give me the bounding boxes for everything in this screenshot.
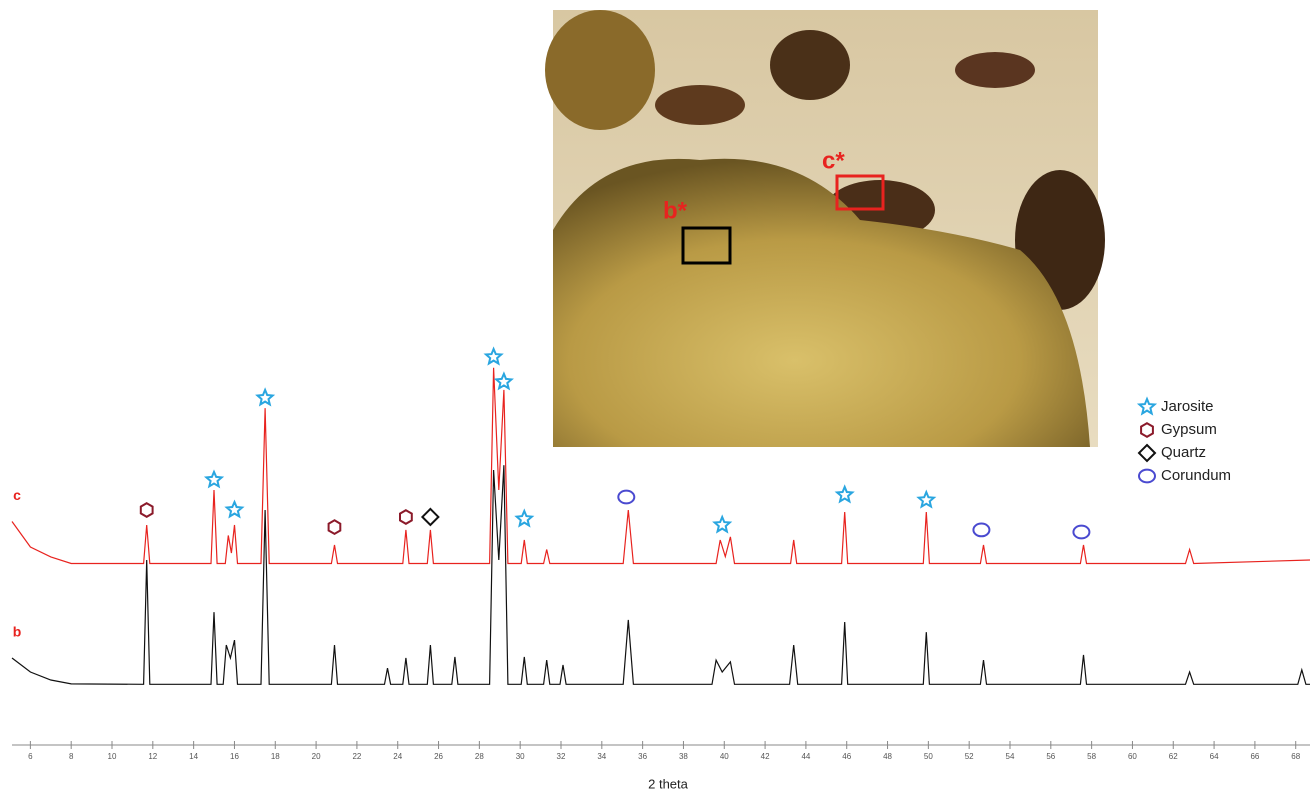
x-tick-label: 58 — [1087, 752, 1096, 761]
x-tick-label: 66 — [1250, 752, 1259, 761]
x-tick-label: 48 — [883, 752, 892, 761]
x-tick-label: 54 — [1006, 752, 1015, 761]
rock — [955, 52, 1035, 88]
phase-marker — [141, 503, 153, 517]
legend-label: Jarosite — [1161, 398, 1214, 415]
x-tick-label: 30 — [516, 752, 525, 761]
photo: b* c* — [545, 10, 1105, 447]
phase-marker — [517, 511, 532, 526]
series-line — [12, 465, 1310, 684]
photo-label: b* — [663, 197, 688, 224]
x-tick-label: 38 — [679, 752, 688, 761]
x-tick-label: 26 — [434, 752, 443, 761]
x-tick-label: 60 — [1128, 752, 1137, 761]
legend-label: Gypsum — [1161, 421, 1217, 438]
x-tick-label: 8 — [69, 752, 74, 761]
legend-label: Corundum — [1161, 467, 1231, 484]
x-tick-label: 62 — [1169, 752, 1178, 761]
x-tick-label: 44 — [801, 752, 810, 761]
page: b* c* 2 theta 68101214161820222426283032… — [0, 0, 1314, 792]
chart: b* c* 2 theta 68101214161820222426283032… — [0, 0, 1314, 792]
x-axis-label: 2 theta — [648, 776, 689, 791]
legend-symbol — [1139, 445, 1155, 461]
phase-marker — [1073, 526, 1089, 539]
x-tick-label: 36 — [638, 752, 647, 761]
x-tick-label: 24 — [393, 752, 402, 761]
x-tick-label: 10 — [108, 752, 117, 761]
legend-symbol — [1141, 423, 1153, 437]
phase-marker — [715, 517, 730, 532]
rock — [545, 10, 655, 130]
x-tick-label: 34 — [597, 752, 606, 761]
x-tick-label: 42 — [761, 752, 770, 761]
x-tick-label: 12 — [148, 752, 157, 761]
x-tick-label: 18 — [271, 752, 280, 761]
x-tick-label: 46 — [842, 752, 851, 761]
phase-marker — [329, 520, 341, 534]
x-tick-label: 40 — [720, 752, 729, 761]
x-tick-label: 16 — [230, 752, 239, 761]
phase-marker — [496, 374, 511, 389]
x-tick-label: 20 — [312, 752, 321, 761]
x-tick-label: 28 — [475, 752, 484, 761]
photo-label: c* — [822, 147, 845, 174]
x-tick-label: 22 — [352, 752, 361, 761]
phase-marker — [227, 502, 242, 516]
rock — [655, 85, 745, 125]
x-tick-label: 52 — [965, 752, 974, 761]
series-label: c — [13, 487, 21, 503]
legend-label: Quartz — [1161, 444, 1206, 461]
phase-marker — [618, 491, 634, 504]
phase-marker — [486, 349, 501, 364]
legend-symbol — [1139, 470, 1155, 483]
x-tick-label: 50 — [924, 752, 933, 761]
x-tick-label: 56 — [1046, 752, 1055, 761]
legend-symbol — [1139, 399, 1154, 414]
phase-marker — [422, 509, 438, 525]
phase-marker — [206, 472, 221, 486]
x-tick-label: 68 — [1291, 752, 1300, 761]
series-label: b — [13, 624, 22, 640]
x-tick-label: 64 — [1210, 752, 1219, 761]
phase-marker — [258, 390, 273, 405]
phase-marker — [400, 510, 412, 524]
phase-marker — [919, 492, 934, 507]
x-tick-label: 14 — [189, 752, 198, 761]
phase-marker — [837, 487, 852, 502]
x-tick-label: 6 — [28, 752, 33, 761]
x-tick-label: 32 — [557, 752, 566, 761]
rock — [770, 30, 850, 100]
phase-marker — [973, 524, 989, 537]
